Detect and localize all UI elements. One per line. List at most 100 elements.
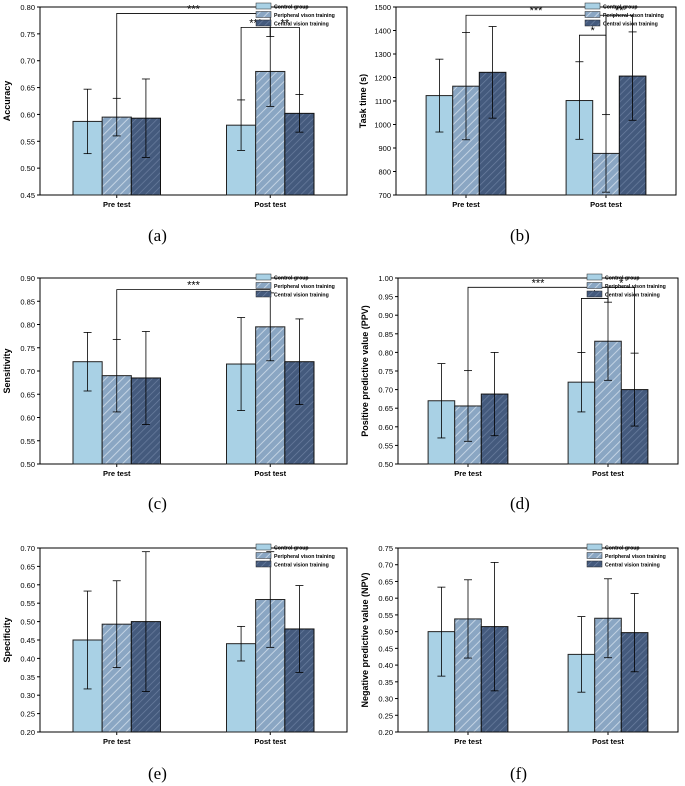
y-tick-label: 0.50	[20, 460, 35, 469]
legend-label: Control group	[274, 5, 309, 11]
x-tick-label: Post test	[254, 469, 286, 478]
significance-label: **	[615, 5, 624, 17]
x-tick-label: Post test	[590, 200, 622, 209]
y-axis-label: Accuracy	[2, 81, 12, 122]
x-tick-label: Post test	[592, 469, 624, 478]
y-tick-label: 0.70	[20, 57, 35, 66]
chart-panel-4: 0.50 0.55 0.60 0.65 0.70 0.75 0.80 0.85 0.90 0.95…	[360, 273, 679, 478]
significance-bracket	[269, 27, 300, 95]
significance-label: ***	[187, 280, 201, 292]
legend-swatch	[586, 273, 603, 281]
legend-label: Central vision training	[605, 563, 660, 569]
x-tick-label: Pre test	[454, 737, 482, 746]
y-tick-label: 0.45	[20, 191, 35, 200]
y-tick-label: 0.70	[378, 386, 393, 395]
legend-label: Control group	[605, 276, 640, 282]
y-tick-label: 0.35	[20, 673, 35, 682]
significance-bracket	[605, 14, 633, 115]
y-axis-label: Negative predictive value (NPV)	[360, 572, 370, 707]
y-axis-label: Sensitivity	[2, 348, 12, 393]
y-tick-label: 0.60	[20, 414, 35, 423]
legend-label: Control group	[603, 5, 638, 11]
y-tick-label: 1500	[374, 3, 391, 12]
y-tick-label: 700	[378, 191, 391, 200]
y-tick-label: 0.65	[378, 577, 393, 586]
x-tick-label: Pre test	[452, 200, 480, 209]
y-tick-label: 0.70	[20, 367, 35, 376]
significance-label: ***	[530, 5, 544, 17]
y-tick-label: 0.70	[20, 544, 35, 553]
y-tick-label: 0.20	[378, 728, 393, 737]
y-tick-label: 0.55	[20, 437, 35, 446]
significance-label: ***	[187, 3, 201, 15]
x-tick-label: Pre test	[454, 469, 482, 478]
legend-swatch	[255, 282, 272, 289]
y-axis-label: Task time (s)	[358, 74, 368, 128]
y-tick-label: 0.90	[20, 274, 35, 283]
legend-label: Central vision training	[605, 293, 660, 299]
legend-label: Peripheral vison training	[274, 13, 335, 19]
panel-label-a: (a)	[148, 226, 167, 245]
y-tick-label: 0.60	[20, 581, 35, 590]
chart-panel-2: 700 800 900 1000 1100 1200 1300 1400 1500 Task ti…	[358, 2, 677, 209]
y-tick-label: 0.65	[20, 84, 35, 93]
y-tick-label: 0.30	[378, 695, 393, 704]
legend-swatch	[255, 560, 272, 568]
legend-swatch	[586, 543, 603, 551]
legend-swatch	[586, 560, 603, 568]
y-tick-label: 1200	[374, 74, 391, 83]
y-tick-label: 0.95	[378, 293, 393, 302]
legend-swatch	[584, 11, 601, 18]
y-tick-label: 0.45	[378, 644, 393, 653]
y-tick-label: 0.75	[20, 30, 35, 39]
legend-label: Central vision training	[603, 22, 658, 28]
chart-panel-3: 0.50 0.55 0.60 0.65 0.70 0.75 0.80 0.85 0.90 Sens…	[2, 273, 348, 478]
legend-swatch	[255, 2, 272, 10]
legend-swatch	[586, 290, 603, 298]
chart-panel-5: 0.20 0.25 0.30 0.35 0.40 0.45 0.50 0.55 0.60 0.65…	[2, 543, 348, 746]
legend-label: Peripheral vison training	[603, 13, 664, 19]
significance-label: *	[619, 277, 624, 289]
y-tick-label: 1400	[374, 27, 391, 36]
legend-swatch	[255, 543, 272, 551]
legend-swatch	[586, 282, 603, 289]
y-tick-label: 0.40	[20, 654, 35, 663]
x-tick-label: Post test	[254, 200, 286, 209]
y-tick-label: 0.40	[378, 661, 393, 670]
y-tick-label: 0.55	[378, 441, 393, 450]
significance-label: **	[281, 17, 290, 29]
y-tick-label: 0.75	[378, 367, 393, 376]
significance-bracket	[467, 286, 609, 371]
y-tick-label: 0.30	[20, 691, 35, 700]
y-tick-label: 800	[378, 168, 391, 177]
y-tick-label: 0.90	[378, 311, 393, 320]
y-tick-label: 0.75	[20, 344, 35, 353]
y-tick-label: 0.65	[20, 390, 35, 399]
panel-label-f: (f)	[510, 764, 527, 783]
panel-label-c: (c)	[148, 494, 167, 513]
y-tick-label: 0.60	[378, 423, 393, 432]
legend-swatch	[586, 552, 603, 559]
panel-label-d: (d)	[510, 494, 530, 513]
y-tick-label: 0.25	[378, 711, 393, 720]
y-tick-label: 0.50	[20, 164, 35, 173]
y-tick-label: 1.00	[378, 274, 393, 283]
y-tick-label: 0.50	[20, 618, 35, 627]
legend-label: Peripheral vison training	[605, 554, 666, 560]
significance-bracket	[607, 286, 635, 354]
panel-label-e: (e)	[148, 764, 167, 783]
y-tick-label: 0.65	[378, 404, 393, 413]
significance-label: ***	[532, 277, 546, 289]
legend-label: Control group	[605, 546, 640, 552]
y-tick-label: 1000	[374, 121, 391, 130]
x-tick-label: Pre test	[103, 200, 131, 209]
legend-swatch	[255, 290, 272, 298]
legend-swatch	[584, 2, 601, 10]
y-tick-label: 0.85	[20, 297, 35, 306]
bar-peripheral	[101, 375, 132, 465]
x-tick-label: Post test	[592, 737, 624, 746]
x-tick-label: Pre test	[103, 469, 131, 478]
legend-swatch	[255, 552, 272, 559]
y-tick-label: 0.35	[378, 678, 393, 687]
